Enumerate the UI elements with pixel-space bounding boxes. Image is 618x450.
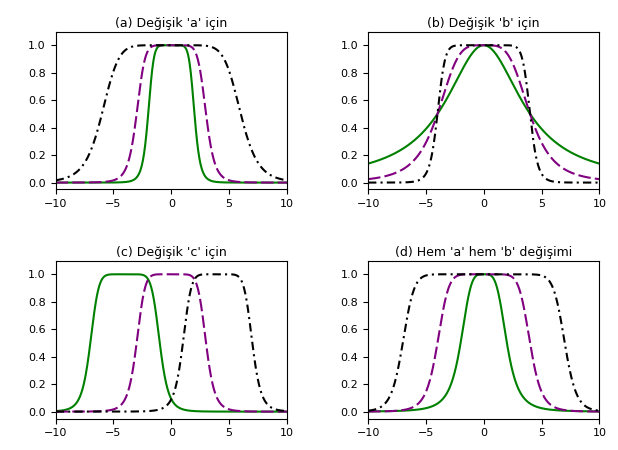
- Title: (c) Değişik 'c' için: (c) Değişik 'c' için: [116, 246, 227, 259]
- Title: (b) Değişik 'b' için: (b) Değişik 'b' için: [428, 18, 540, 30]
- Title: (a) Değişik 'a' için: (a) Değişik 'a' için: [115, 18, 227, 30]
- Title: (d) Hem 'a' hem 'b' değişimi: (d) Hem 'a' hem 'b' değişimi: [395, 246, 572, 259]
